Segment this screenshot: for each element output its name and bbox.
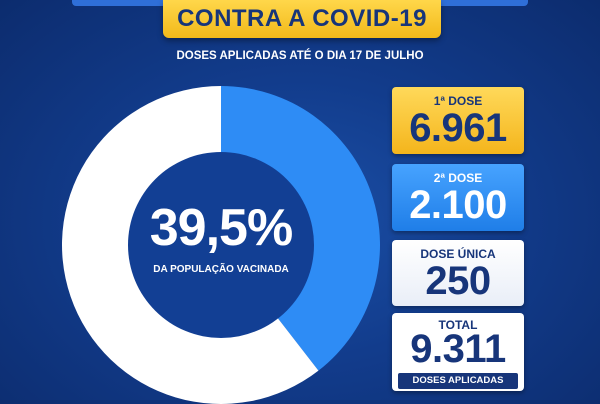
donut-hole — [128, 152, 314, 338]
single-dose-value: 250 — [425, 259, 491, 303]
vaccinated-caption: DA POPULAÇÃO VACINADA — [153, 264, 289, 275]
title-banner: CONTRA A COVID-19 — [163, 0, 441, 38]
donut-svg — [62, 86, 380, 404]
total-label: TOTAL — [438, 318, 478, 332]
second-dose-card: 2ª DOSE 2.100 — [392, 164, 524, 231]
first-dose-value: 6.961 — [409, 106, 507, 150]
vaccinated-percentage: 39,5% — [149, 199, 293, 257]
second-dose-label: 2ª DOSE — [433, 171, 483, 185]
first-dose-label: 1ª DOSE — [433, 94, 483, 108]
total-doses-card: TOTAL 9.311 DOSES APLICADAS — [392, 313, 524, 391]
single-dose-label: DOSE ÚNICA — [420, 247, 496, 261]
total-footer-label: DOSES APLICADAS — [398, 373, 518, 389]
page-title: CONTRA A COVID-19 — [177, 5, 427, 32]
second-dose-value: 2.100 — [409, 183, 507, 227]
page-subtitle: DOSES APLICADAS ATÉ O DIA 17 DE JULHO — [176, 50, 424, 62]
total-value: 9.311 — [410, 327, 506, 371]
single-dose-card: DOSE ÚNICA 250 — [392, 240, 524, 306]
first-dose-card: 1ª DOSE 6.961 — [392, 87, 524, 154]
vaccination-donut-chart: 39,5% DA POPULAÇÃO VACINADA — [62, 86, 380, 404]
